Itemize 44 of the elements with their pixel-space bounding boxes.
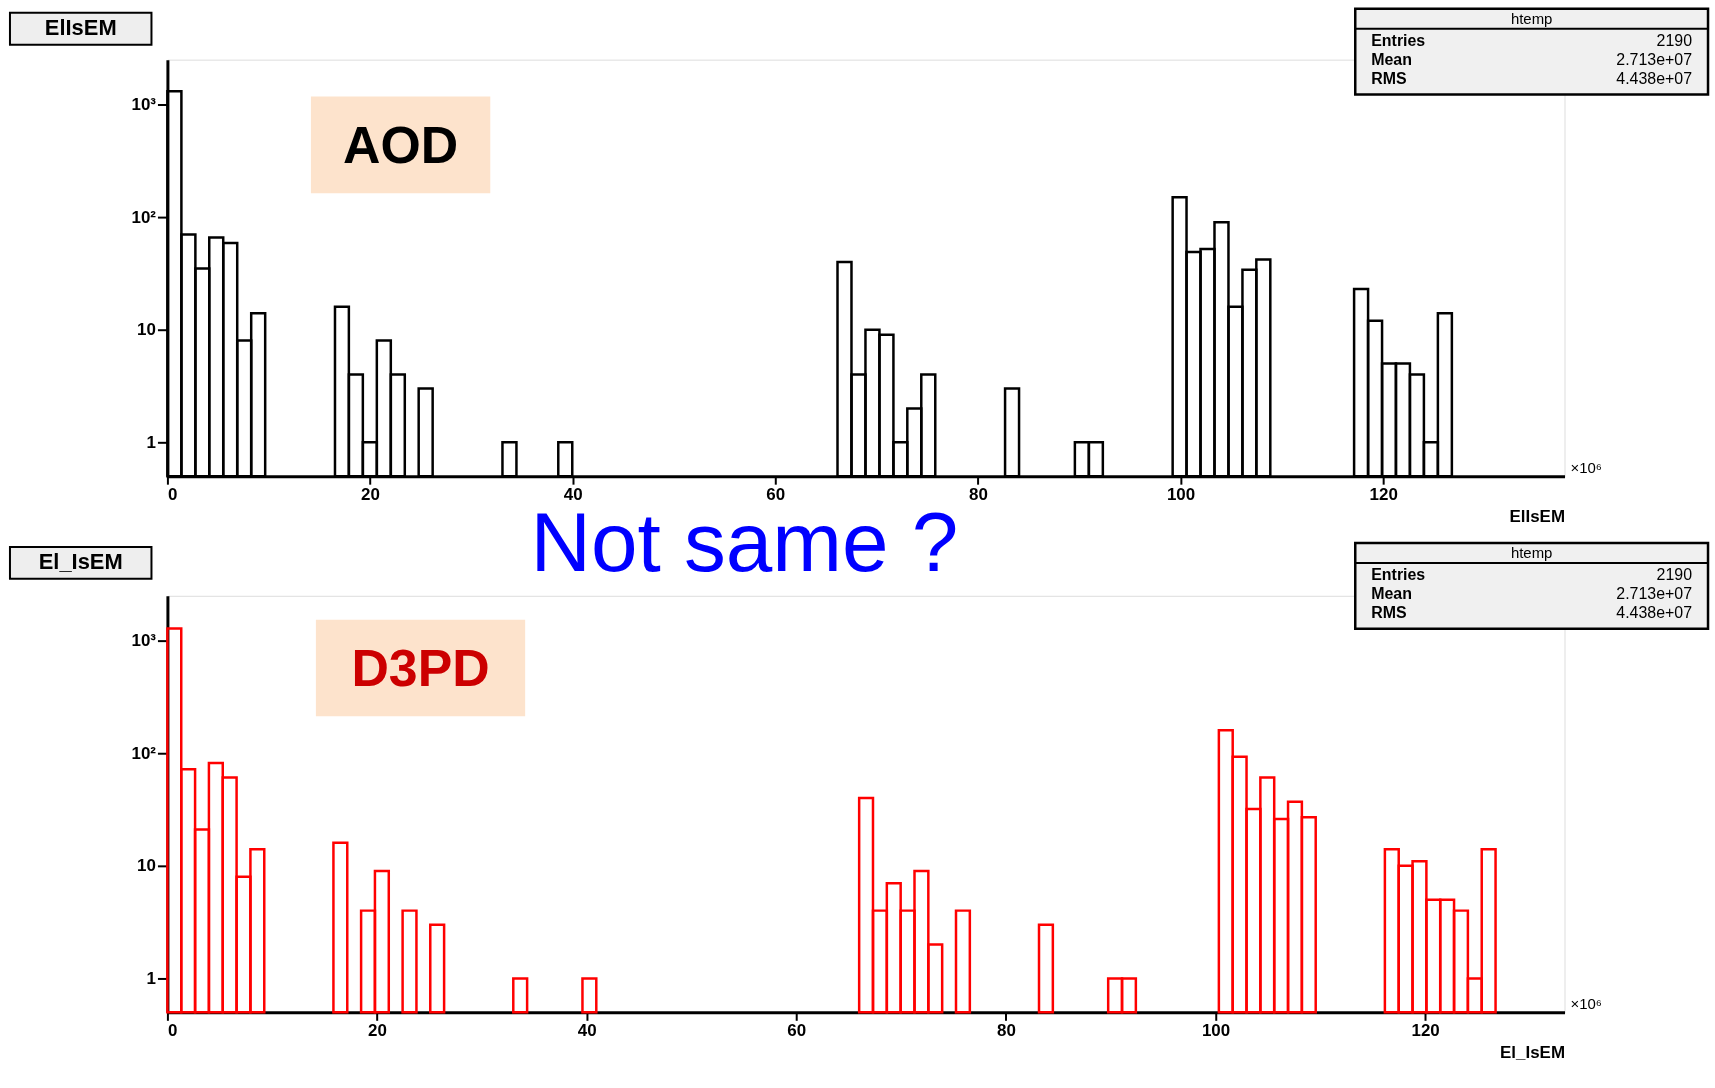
annotation: RMS (1371, 603, 1407, 621)
annotation: Mean (1371, 50, 1412, 68)
y-tick-label: 10 (137, 320, 156, 340)
x-tick-label: 100 (1166, 484, 1196, 504)
x-tick-label: 80 (969, 484, 988, 504)
x-tick-label: 80 (996, 1020, 1016, 1040)
text: ×10⁶ (1570, 995, 1603, 1013)
chart-title: ElIsEM (44, 14, 117, 40)
x-axis-title: ElIsEM (1509, 506, 1566, 526)
x-tick-label: 120 (1369, 484, 1398, 504)
y-tick-label: 10³ (131, 94, 157, 114)
text: Entries (1371, 31, 1426, 49)
x-tick-label: 60 (787, 1020, 807, 1040)
text: 4.438e+07 (1616, 603, 1693, 621)
x-tick-label: 60 (766, 484, 786, 504)
x-tick-label: 0 (167, 1020, 178, 1040)
text: 2190 (1656, 565, 1693, 583)
x-axis-title: El_IsEM (1500, 1042, 1566, 1062)
chart-title: El_IsEM (38, 548, 123, 574)
x-tick-label: 40 (563, 484, 583, 504)
x-tick-label: 20 (368, 1020, 387, 1040)
y-tick-label: 10³ (131, 631, 157, 651)
annotation: Mean (1371, 584, 1412, 602)
annotation: RMS (1371, 69, 1407, 87)
x-tick-label: 120 (1411, 1020, 1440, 1040)
text: Entries (1371, 565, 1426, 583)
y-tick-label: 10² (131, 743, 157, 763)
x-tick-label: 0 (167, 484, 178, 504)
annotation: AOD (343, 115, 459, 174)
y-tick-label: 1 (146, 968, 156, 988)
x-tick-label: 20 (361, 484, 380, 504)
text: 2.713e+07 (1616, 584, 1693, 602)
text: 2190 (1656, 31, 1693, 49)
text: 2.713e+07 (1616, 50, 1693, 68)
text: htemp (1510, 543, 1553, 561)
text: ×10⁶ (1570, 459, 1603, 477)
y-tick-label: 1 (146, 432, 156, 452)
annotation: D3PD (351, 638, 490, 697)
y-tick-label: 10 (137, 856, 156, 876)
text: htemp (1510, 9, 1553, 27)
x-tick-label: 40 (577, 1020, 597, 1040)
x-tick-label: 100 (1201, 1020, 1231, 1040)
y-tick-label: 10² (131, 207, 157, 227)
text: 4.438e+07 (1616, 69, 1693, 87)
